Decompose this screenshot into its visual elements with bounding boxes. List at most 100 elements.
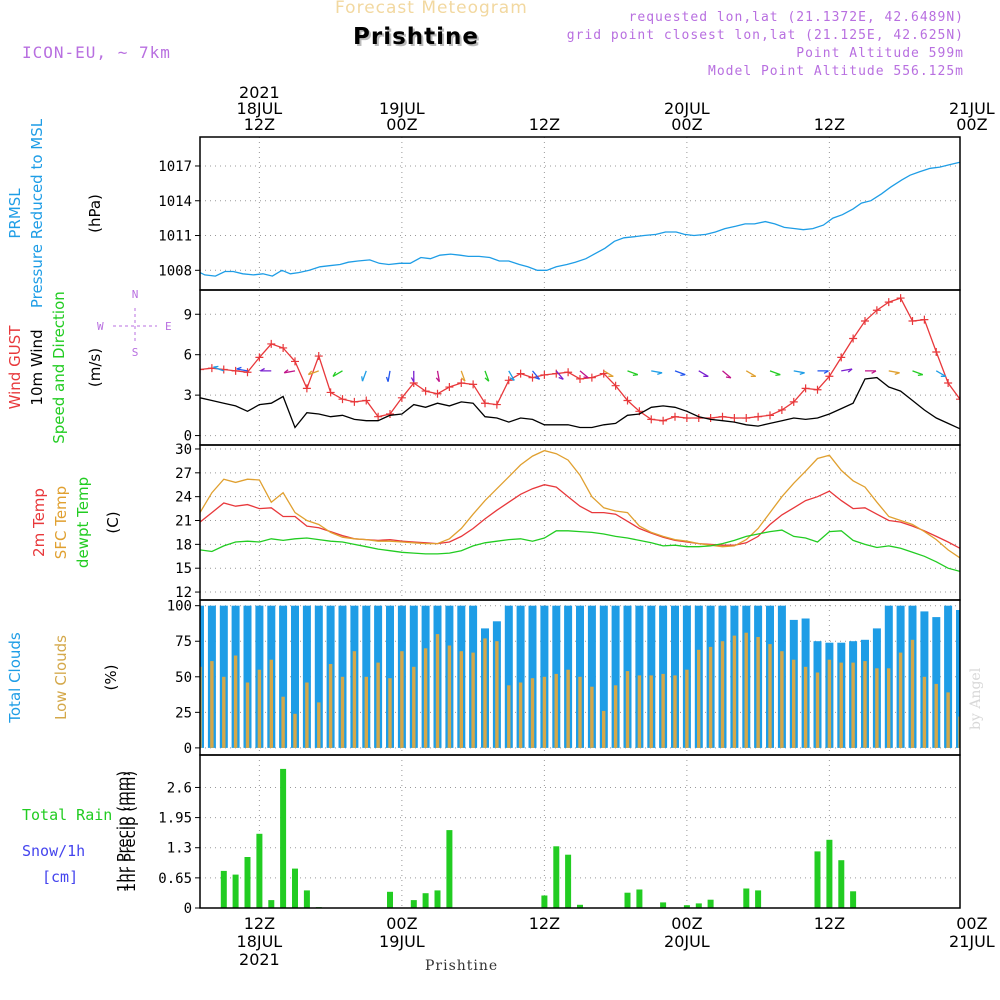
- top-time-label: 00Z: [386, 115, 417, 134]
- low-cloud-bar: [293, 713, 297, 748]
- requested-coords: requested lon,lat (21.1372E, 42.6489N): [628, 10, 964, 25]
- wind-arrow-head: [775, 373, 781, 377]
- low-cloud-bar: [720, 641, 725, 748]
- axis-label: dewpt Temp: [74, 477, 92, 568]
- wind-arrow-head: [484, 377, 490, 382]
- wind-arrow: [888, 370, 900, 374]
- y-tick-label: 21: [175, 514, 192, 530]
- low-cloud-bar: [708, 646, 713, 748]
- rain-bar: [707, 899, 714, 908]
- y-tick-label: 1014: [158, 194, 192, 210]
- gust-marker: [433, 389, 442, 398]
- bottom-time-label: 12Z: [244, 914, 275, 933]
- gust-marker: [801, 384, 810, 393]
- low-cloud-bar: [744, 632, 748, 748]
- low-cloud-bar: [922, 676, 927, 748]
- rain-bar: [434, 890, 441, 908]
- rain-bar: [268, 900, 275, 908]
- series-line: [200, 449, 960, 559]
- gust-marker: [200, 365, 204, 374]
- total-cloud-bar: [611, 605, 620, 748]
- axis-label: [cm]: [42, 868, 78, 886]
- location-title: Prishtine: [353, 24, 479, 50]
- rain-bar: [683, 905, 690, 908]
- wind-arrow-head: [632, 373, 638, 377]
- wind-arrow: [436, 370, 441, 382]
- gust-marker: [516, 369, 525, 378]
- wind-arrow: [508, 370, 515, 381]
- y-tick-label: 0: [184, 741, 192, 757]
- low-cloud-bar: [578, 676, 582, 748]
- low-cloud-bar: [257, 669, 262, 748]
- rain-bar: [232, 874, 239, 908]
- gust-marker: [920, 315, 929, 324]
- panel-pressure: 1008 1011 1014 1017 PRMSL Pressure Reduced to…: [6, 118, 961, 308]
- axis-label: 2m Temp: [30, 488, 48, 557]
- total-cloud-bar: [944, 605, 953, 748]
- total-cloud-bar: [314, 605, 323, 748]
- rain-bar: [850, 891, 857, 908]
- axis-label: Speed and Direction: [50, 291, 68, 444]
- axis-label: (%): [102, 665, 120, 691]
- low-cloud-bar: [780, 651, 784, 748]
- gust-marker: [492, 400, 501, 409]
- gust-marker: [884, 298, 893, 307]
- wind-arrow-head: [361, 376, 364, 382]
- axis-label: 1hr Precip (mm): [114, 771, 132, 892]
- wind-arrow: [841, 368, 853, 372]
- low-cloud-bar: [827, 659, 832, 748]
- panel-precip: 0 0.65 1.3 1.95 2.6 Total Rain Snow/1h [cm] 1hr …: [22, 754, 961, 917]
- y-tick-label: 6: [184, 348, 192, 364]
- low-cloud-bar: [305, 682, 309, 748]
- wind-arrow-head: [558, 376, 564, 380]
- low-cloud-bar: [958, 716, 960, 748]
- low-cloud-bar: [364, 676, 368, 748]
- low-cloud-bar: [376, 662, 380, 748]
- y-tick-label: 18: [175, 537, 192, 553]
- low-cloud-bar: [898, 652, 903, 748]
- total-cloud-bar: [386, 605, 394, 748]
- y-tick-label: 12: [175, 585, 192, 601]
- rain-bar: [695, 903, 702, 908]
- low-cloud-bar: [756, 637, 760, 748]
- compass-west: W: [97, 320, 104, 333]
- gust-marker: [314, 352, 323, 361]
- wind-arrow: [213, 366, 224, 372]
- low-cloud-bar: [471, 652, 475, 748]
- low-cloud-bar: [222, 676, 226, 748]
- low-cloud-bar: [507, 685, 511, 748]
- y-tick-label: 9: [184, 307, 192, 323]
- wind-arrow-head: [986, 378, 991, 380]
- gust-marker: [611, 381, 620, 390]
- rain-bar: [292, 868, 298, 908]
- axis-label: 10m Wind: [28, 329, 46, 405]
- series-line: [200, 529, 960, 573]
- low-cloud-bar: [435, 634, 440, 748]
- low-cloud-bar: [613, 685, 618, 748]
- gust-marker: [362, 396, 371, 405]
- wind-arrow-head: [964, 377, 969, 378]
- total-cloud-bar: [599, 605, 608, 748]
- gust-marker: [730, 414, 739, 423]
- gust-marker: [421, 387, 430, 396]
- top-time-label: 19JUL: [379, 99, 425, 118]
- wind-arrow: [722, 370, 732, 379]
- rain-bar: [624, 892, 631, 908]
- wind-arrow: [651, 370, 663, 374]
- low-cloud-bar: [815, 672, 820, 748]
- y-tick-label: 1017: [158, 159, 192, 175]
- low-cloud-bar: [863, 661, 867, 748]
- series-line: [200, 161, 960, 277]
- wind-arrow: [484, 370, 490, 382]
- wind-arrow: [308, 370, 319, 376]
- low-cloud-bar: [400, 651, 404, 748]
- wind-arrow: [603, 370, 614, 377]
- gust-marker: [944, 379, 953, 387]
- bottom-time-label: 2021: [239, 950, 280, 969]
- low-cloud-bar: [269, 659, 273, 748]
- wind-arrow: [236, 368, 248, 372]
- top-time-label: 21JUL: [949, 99, 995, 118]
- gust-marker: [445, 383, 454, 392]
- gust-marker: [326, 388, 335, 397]
